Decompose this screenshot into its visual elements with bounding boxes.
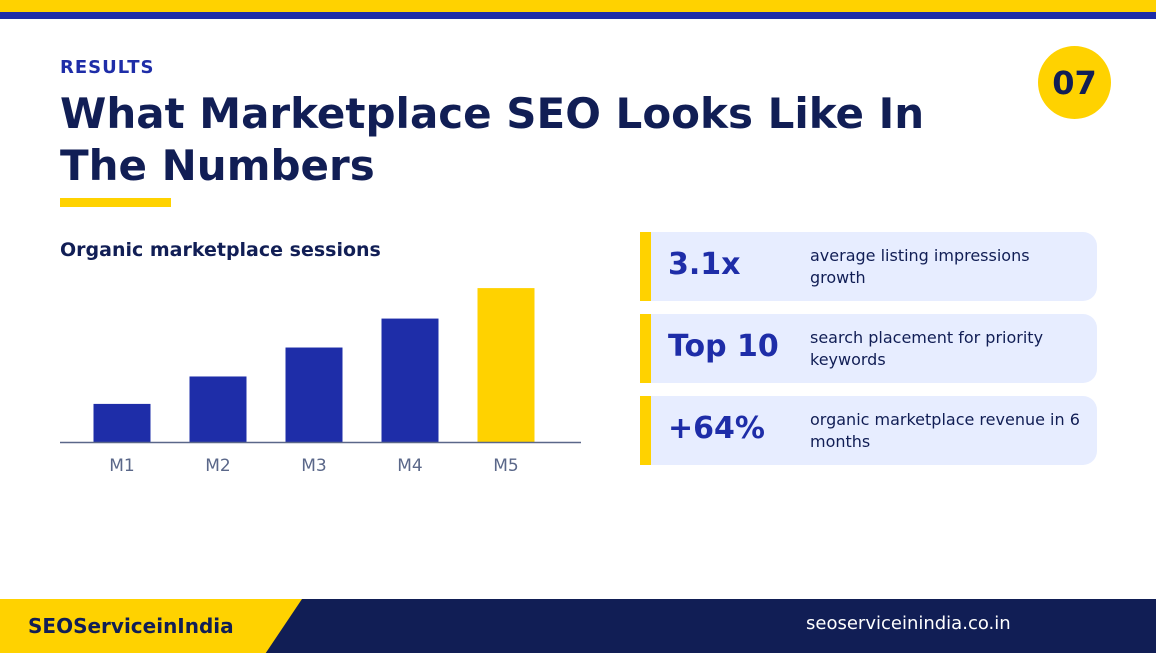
stat-description: average listing impressions growth: [810, 246, 1030, 287]
stat-accent-bar: [640, 314, 651, 383]
top-accent-bar: [0, 0, 1156, 12]
bar-m3: [285, 347, 343, 442]
stat-accent-bar: [640, 396, 651, 465]
x-tick-label: M4: [397, 456, 422, 476]
title-underline: [60, 198, 171, 207]
bar-m5: [477, 288, 535, 442]
x-tick-label: M3: [301, 456, 326, 476]
bar-m4: [381, 318, 439, 442]
x-tick-label: M1: [109, 456, 134, 476]
bar-m2: [189, 376, 247, 442]
section-eyebrow: RESULTS: [60, 57, 155, 78]
stat-value: Top 10: [668, 329, 779, 364]
x-tick-label: M2: [205, 456, 230, 476]
stat-card-revenue: +64% organic marketplace revenue in 6 mo…: [640, 396, 1097, 465]
page-number-badge: 07: [1038, 46, 1111, 119]
chart-title: Organic marketplace sessions: [60, 239, 381, 261]
stat-value: +64%: [668, 411, 765, 446]
page-title: What Marketplace SEO Looks Like In The N…: [60, 89, 925, 190]
x-tick-label: M5: [493, 456, 518, 476]
bar-m1: [93, 403, 151, 442]
footer-website-link[interactable]: seoserviceinindia.co.in: [806, 613, 1011, 634]
stat-card-impressions: 3.1x average listing impressions growth: [640, 232, 1097, 301]
stat-card-placement: Top 10 search placement for priority key…: [640, 314, 1097, 383]
top-brand-bar: [0, 12, 1156, 19]
footer-brand-name: SEOServiceinIndia: [28, 614, 234, 638]
stat-accent-bar: [640, 232, 651, 301]
stat-description: search placement for priority keywords: [810, 328, 1044, 369]
stat-description: organic marketplace revenue in 6 months: [810, 410, 1080, 451]
footer-brand-panel: [0, 599, 302, 653]
stat-value: 3.1x: [668, 247, 741, 282]
